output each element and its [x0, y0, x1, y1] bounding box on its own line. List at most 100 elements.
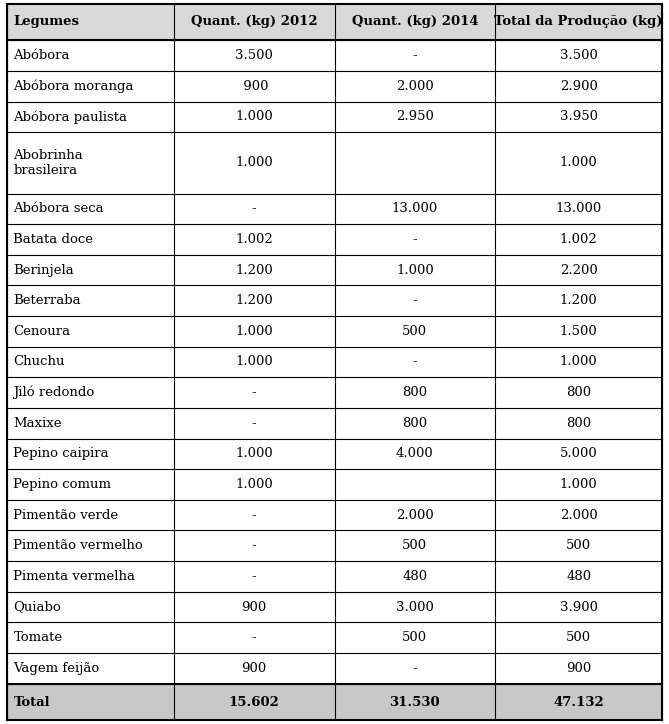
Bar — [334, 132, 495, 193]
Bar — [334, 255, 495, 285]
Text: 2.950: 2.950 — [396, 111, 434, 124]
Text: -: - — [252, 417, 256, 430]
Bar — [174, 561, 334, 592]
Text: 3.950: 3.950 — [560, 111, 597, 124]
Text: 1.200: 1.200 — [235, 294, 273, 307]
Text: 3.000: 3.000 — [396, 600, 434, 613]
Bar — [7, 439, 174, 469]
Text: -: - — [252, 631, 256, 644]
Bar — [334, 41, 495, 71]
Bar — [7, 592, 174, 623]
Bar — [495, 285, 662, 316]
Text: 900: 900 — [566, 662, 591, 675]
Text: 1.200: 1.200 — [235, 264, 273, 277]
Text: 800: 800 — [402, 386, 427, 399]
Text: -: - — [252, 509, 256, 522]
Bar — [495, 255, 662, 285]
Bar — [7, 255, 174, 285]
Text: 1.000: 1.000 — [235, 111, 273, 124]
Text: Quiabo: Quiabo — [13, 600, 61, 613]
Text: Jiló redondo: Jiló redondo — [13, 386, 94, 400]
Text: Quant. (kg) 2014: Quant. (kg) 2014 — [351, 15, 478, 28]
Text: Pepino caipira: Pepino caipira — [13, 447, 109, 460]
Bar — [174, 224, 334, 255]
Bar — [174, 285, 334, 316]
Bar — [174, 623, 334, 653]
Bar — [174, 101, 334, 132]
Text: 1.000: 1.000 — [235, 355, 273, 369]
Bar — [174, 683, 334, 720]
Bar — [174, 347, 334, 377]
Bar — [7, 41, 174, 71]
Bar — [7, 285, 174, 316]
Bar — [174, 469, 334, 500]
Text: 1.000: 1.000 — [560, 355, 597, 369]
Text: Pimenta vermelha: Pimenta vermelha — [13, 570, 135, 583]
Text: 13.000: 13.000 — [391, 202, 438, 215]
Bar — [495, 683, 662, 720]
Text: 900: 900 — [240, 80, 269, 93]
Bar — [7, 653, 174, 683]
Text: 1.000: 1.000 — [560, 478, 597, 491]
Bar — [174, 439, 334, 469]
Text: 3.500: 3.500 — [560, 49, 597, 62]
Bar — [334, 683, 495, 720]
Bar — [174, 377, 334, 408]
Bar — [174, 71, 334, 101]
Text: 1.000: 1.000 — [396, 264, 434, 277]
Text: Chuchu: Chuchu — [13, 355, 65, 369]
Bar — [7, 101, 174, 132]
Text: 900: 900 — [242, 600, 267, 613]
Bar — [495, 224, 662, 255]
Bar — [334, 101, 495, 132]
Bar — [7, 193, 174, 224]
Text: Pepino comum: Pepino comum — [13, 478, 111, 491]
Bar — [334, 469, 495, 500]
Text: Abóbora: Abóbora — [13, 49, 70, 62]
Bar — [174, 193, 334, 224]
Bar — [495, 316, 662, 347]
Bar — [495, 377, 662, 408]
Bar — [495, 653, 662, 683]
Text: Vagem feijão: Vagem feijão — [13, 662, 100, 675]
Bar — [7, 561, 174, 592]
Text: 4.000: 4.000 — [396, 447, 434, 460]
Bar — [495, 500, 662, 531]
Text: 800: 800 — [566, 386, 591, 399]
Bar — [174, 132, 334, 193]
Text: 800: 800 — [402, 417, 427, 430]
Text: 480: 480 — [402, 570, 427, 583]
Bar — [495, 592, 662, 623]
Text: 2.000: 2.000 — [396, 80, 434, 93]
Bar — [7, 224, 174, 255]
Bar — [495, 408, 662, 439]
Bar — [495, 347, 662, 377]
Text: -: - — [252, 570, 256, 583]
Text: 1.000: 1.000 — [560, 156, 597, 169]
Text: 500: 500 — [566, 539, 591, 552]
Bar — [495, 439, 662, 469]
Text: Beterraba: Beterraba — [13, 294, 81, 307]
Bar — [174, 41, 334, 71]
Bar — [495, 531, 662, 561]
Text: Berinjela: Berinjela — [13, 264, 74, 277]
Text: -: - — [252, 386, 256, 399]
Text: Total da Produção (kg): Total da Produção (kg) — [494, 15, 663, 28]
Text: 3.900: 3.900 — [560, 600, 597, 613]
Bar — [495, 561, 662, 592]
Bar — [174, 653, 334, 683]
Bar — [334, 531, 495, 561]
Bar — [334, 285, 495, 316]
Text: 5.000: 5.000 — [560, 447, 597, 460]
Text: 2.900: 2.900 — [560, 80, 597, 93]
Text: 2.200: 2.200 — [560, 264, 597, 277]
Bar — [7, 408, 174, 439]
Bar — [334, 623, 495, 653]
Text: 1.002: 1.002 — [235, 233, 273, 246]
Text: Maxixe: Maxixe — [13, 417, 62, 430]
Text: 1.200: 1.200 — [560, 294, 597, 307]
Bar — [7, 4, 174, 41]
Text: 15.602: 15.602 — [229, 696, 280, 709]
Bar — [174, 4, 334, 41]
Bar — [7, 531, 174, 561]
